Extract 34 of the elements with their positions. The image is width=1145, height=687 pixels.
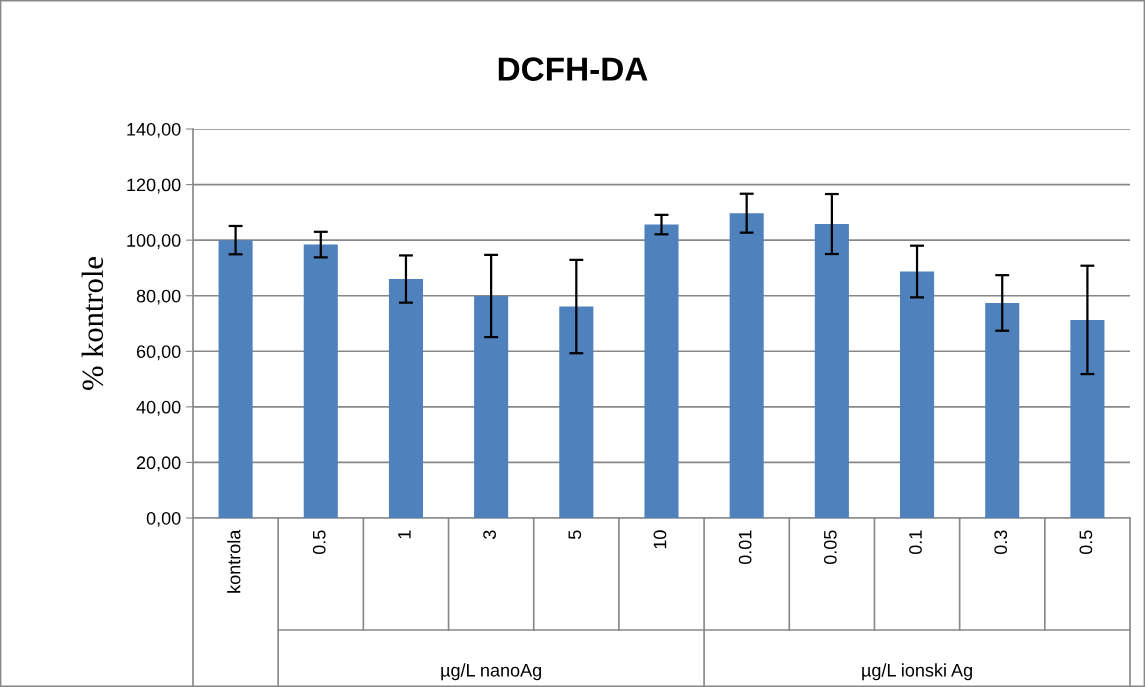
x-tick-label: 0.05	[823, 530, 837, 565]
chart-title: DCFH-DA	[498, 57, 648, 81]
bar	[985, 302, 1020, 518]
x-tick-label: 0.3	[994, 530, 1008, 555]
y-axis-title: % kontrole	[81, 257, 104, 390]
x-tick-label: 3	[483, 530, 496, 540]
bar	[388, 279, 423, 518]
x-tick-label: 0.5	[312, 530, 326, 555]
text: µg/L ionski Ag	[862, 663, 972, 681]
y-tick-label: 60,00	[136, 345, 181, 361]
bar	[644, 224, 679, 518]
bar	[1070, 319, 1105, 518]
y-tick-label: 80,00	[136, 289, 181, 305]
text: µg/L nanoAg	[441, 663, 542, 681]
x-tick-label: 0.01	[738, 530, 752, 565]
bar	[900, 271, 935, 518]
y-tick-label: 100,00	[127, 234, 181, 249]
y-tick-label: 0,00	[146, 511, 181, 527]
bar	[729, 213, 764, 518]
bar	[559, 306, 594, 518]
y-tick-label: 140,00	[127, 122, 181, 138]
x-tick-label: 0.5	[1079, 530, 1093, 555]
bar	[814, 224, 849, 518]
x-tick-label: 0.1	[909, 530, 922, 555]
x-tick-label: kontrola	[227, 529, 241, 593]
x-tick-label: 10	[653, 530, 667, 549]
y-tick-label: 20,00	[136, 456, 181, 472]
x-tick-label: 5	[568, 530, 582, 539]
bar	[303, 244, 338, 518]
y-tick-label: 40,00	[136, 400, 181, 416]
x-tick-label: 1	[398, 530, 411, 539]
y-tick-label: 120,00	[127, 178, 181, 194]
bar	[218, 240, 253, 518]
bar	[474, 295, 509, 518]
